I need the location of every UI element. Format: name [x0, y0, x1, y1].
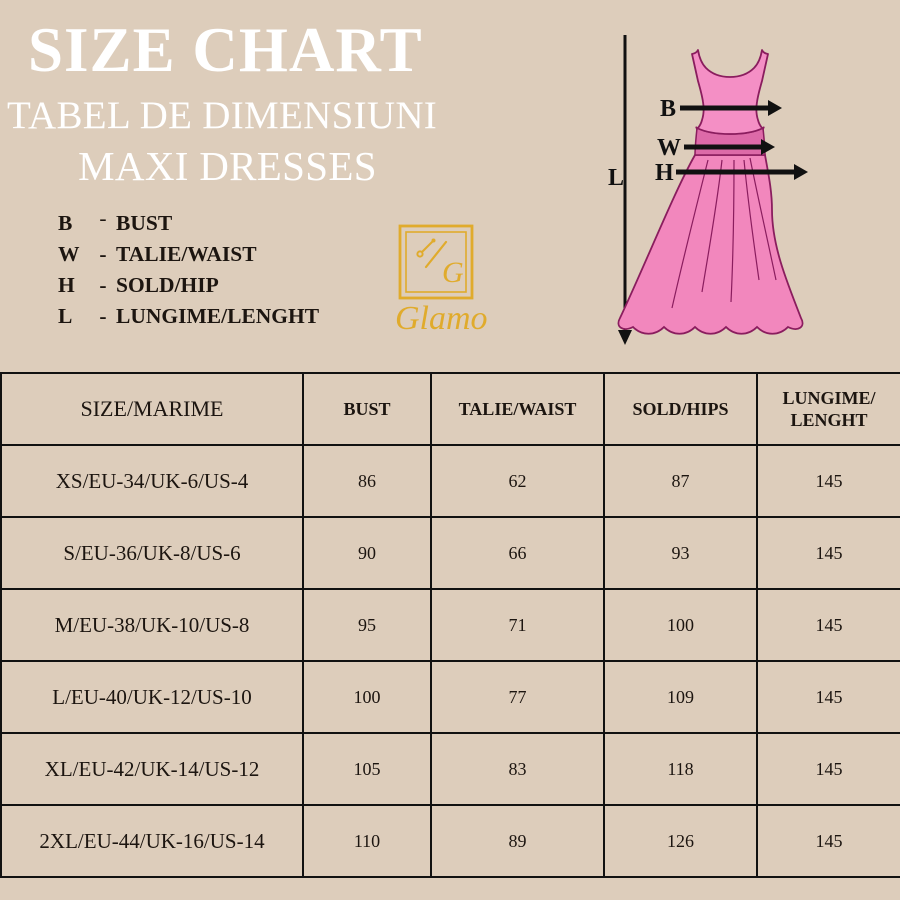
svg-text:G: G	[442, 256, 464, 289]
svg-text:W: W	[657, 135, 681, 161]
svg-text:H: H	[655, 160, 674, 186]
svg-text:L: L	[608, 165, 624, 191]
svg-text:B: B	[660, 96, 676, 122]
